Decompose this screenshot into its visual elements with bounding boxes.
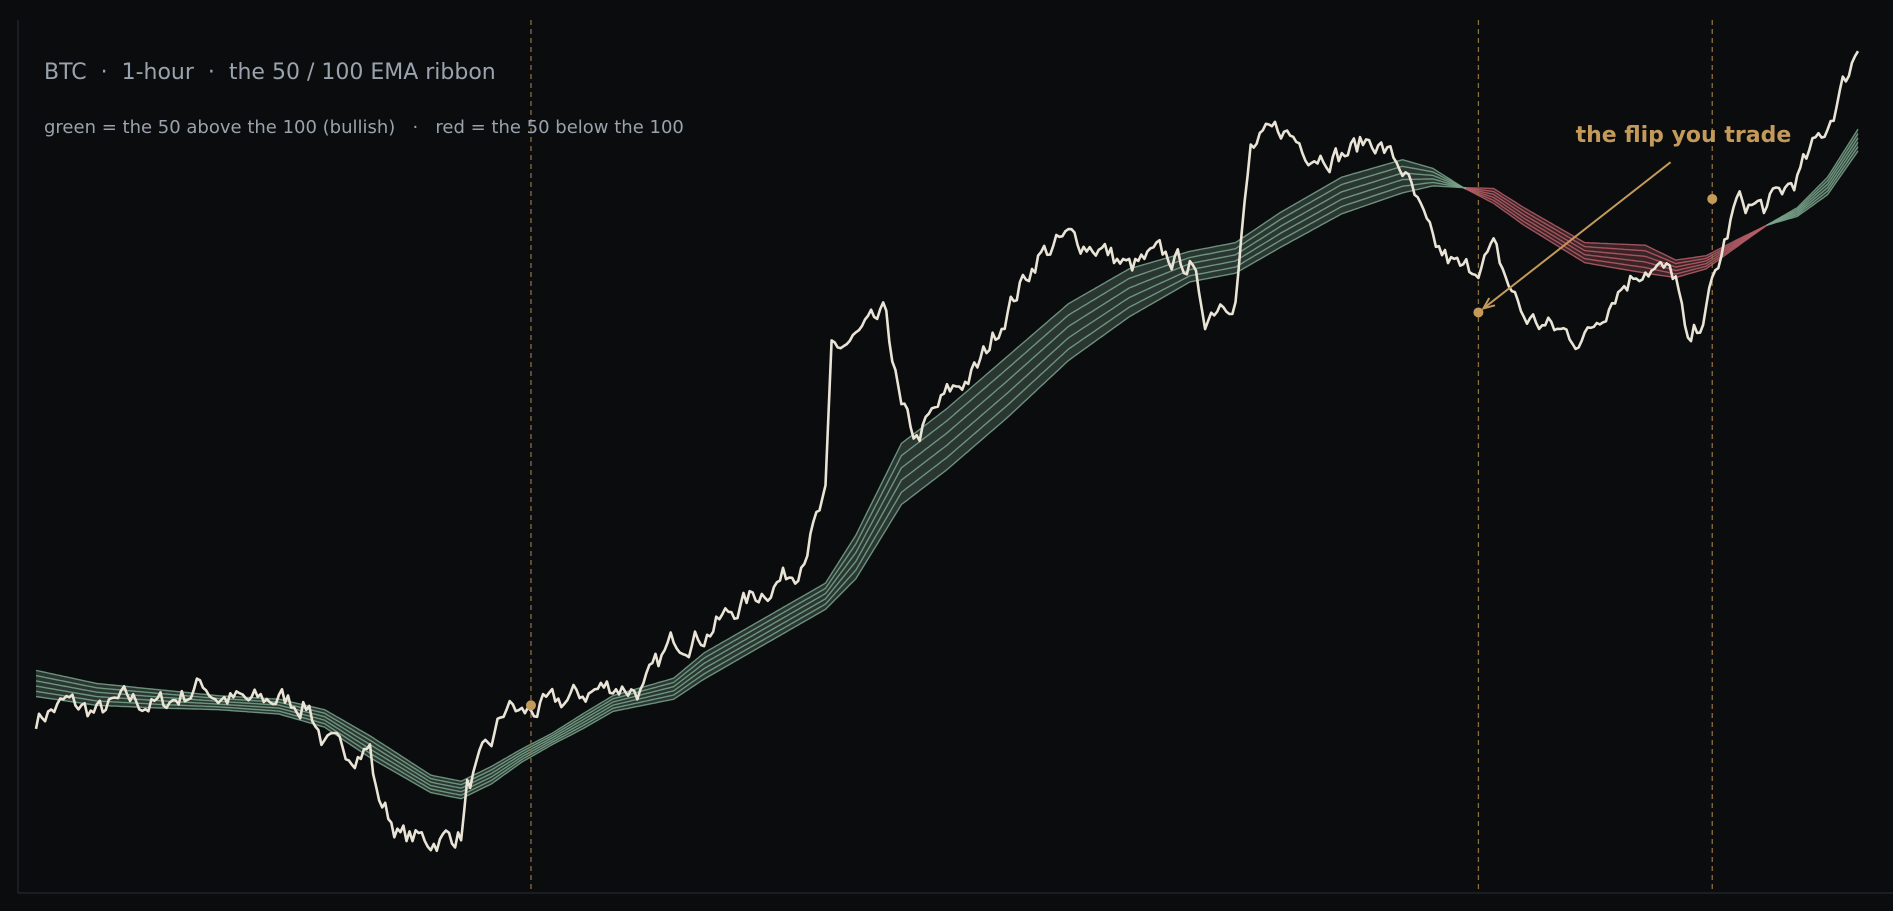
- ribbon-line-1: [1766, 133, 1859, 226]
- ribbon-line-0: [1766, 128, 1859, 226]
- price-line: [34, 50, 1860, 853]
- crossover-marker-2: [1707, 193, 1718, 204]
- annotation-arrowhead: [1481, 297, 1496, 311]
- annotation-text: the flip you trade: [1576, 123, 1792, 148]
- ribbon-line-4: [35, 181, 1467, 796]
- ribbon-line-1: [35, 165, 1467, 786]
- crossover-marker-0: [525, 700, 536, 711]
- ribbon-line-5: [1466, 187, 1768, 261]
- ribbon-line-3: [1766, 141, 1859, 226]
- ribbon-line-3: [35, 178, 1467, 793]
- crossover-marker-1: [1473, 307, 1484, 318]
- ribbon-line-0: [1465, 188, 1768, 279]
- price-series: [34, 50, 1860, 853]
- ribbon-fill-bullish: [36, 159, 1467, 799]
- ribbon-line-2: [1766, 137, 1859, 226]
- ribbon-line-4: [1466, 187, 1768, 265]
- ribbon-line-5: [35, 185, 1467, 800]
- chart-subtitle: green = the 50 above the 100 (bullish) ·…: [44, 117, 684, 138]
- ribbon-line-4: [1766, 146, 1859, 226]
- chart-title: BTC · 1-hour · the 50 / 100 EMA ribbon: [44, 60, 496, 85]
- ema-ribbon: [35, 128, 1859, 800]
- crossover-markers: [525, 193, 1718, 711]
- annotation: the flip you trade: [1481, 123, 1792, 311]
- crossover-lines: [530, 20, 1713, 893]
- ribbon-line-0: [35, 158, 1467, 783]
- annotation-arrow: [1482, 161, 1672, 310]
- ribbon-line-1: [1466, 188, 1768, 275]
- ribbon-line-3: [1466, 187, 1768, 268]
- ribbon-line-2: [1466, 187, 1768, 272]
- ribbon-line-5: [1766, 150, 1859, 226]
